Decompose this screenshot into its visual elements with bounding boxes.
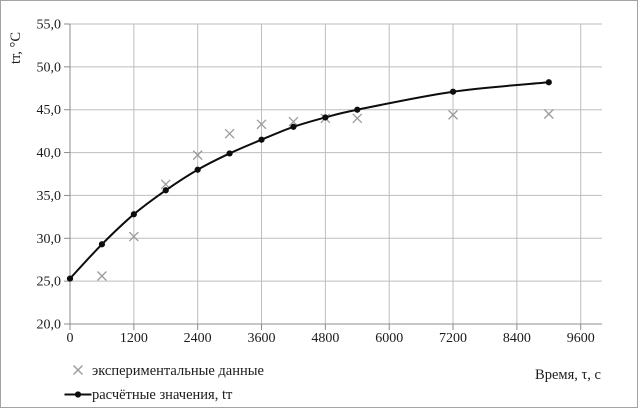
y-tick-label: 20,0 bbox=[37, 318, 62, 333]
calculated-point bbox=[98, 241, 106, 248]
x-tick-label: 2400 bbox=[184, 331, 212, 346]
experimental-point bbox=[96, 271, 107, 281]
y-tick-label: 35,0 bbox=[37, 189, 62, 204]
x-tick-label: 3600 bbox=[248, 331, 276, 346]
dot-marker-icon bbox=[74, 391, 82, 398]
y-tick-label: 25,0 bbox=[37, 275, 62, 290]
y-tick-label: 45,0 bbox=[37, 103, 62, 118]
x-tick-label: 7200 bbox=[439, 331, 467, 346]
legend-label-calculated: расчётные значения, tт bbox=[92, 387, 233, 403]
y-tick-label: 40,0 bbox=[37, 146, 62, 161]
calculated-point bbox=[130, 211, 137, 218]
calculated-point bbox=[258, 136, 265, 143]
experimental-point bbox=[543, 109, 554, 119]
calculated-point bbox=[290, 123, 297, 130]
calculated-point bbox=[162, 187, 169, 194]
y-tick-label: 30,0 bbox=[37, 232, 62, 247]
experimental-point bbox=[256, 119, 267, 130]
experimental-point bbox=[224, 128, 235, 139]
gridlines bbox=[69, 23, 602, 325]
x-tick-label: 0 bbox=[67, 331, 74, 346]
x-axis-title: Время, τ, с bbox=[535, 367, 601, 383]
y-tick-label: 50,0 bbox=[37, 60, 62, 75]
legend: экспериментальные данные расчётные значе… bbox=[64, 363, 264, 403]
legend-label-experimental: экспериментальные данные bbox=[92, 363, 264, 379]
calculated-point bbox=[66, 275, 74, 282]
calculated-point bbox=[545, 79, 552, 86]
calculated-point bbox=[194, 166, 201, 173]
x-marker-icon bbox=[73, 365, 83, 375]
experimental-point bbox=[128, 231, 139, 242]
experimental-point bbox=[448, 109, 458, 120]
tick-labels: 20,0 25,0 30,0 35,0 40,0 45,0 50,0 55,0 0 1200 240… bbox=[37, 18, 595, 347]
y-tick-label: 55,0 bbox=[37, 18, 62, 33]
calculated-point bbox=[354, 106, 361, 113]
axes bbox=[64, 23, 602, 330]
experimental-point bbox=[352, 113, 363, 124]
calculated-point bbox=[322, 114, 329, 121]
x-tick-label: 6000 bbox=[375, 331, 403, 346]
y-axis-title: tт, °C bbox=[8, 32, 24, 64]
experimental-point bbox=[288, 116, 299, 127]
experimental-point bbox=[192, 150, 203, 161]
x-tick-label: 9600 bbox=[567, 331, 595, 346]
x-tick-label: 1200 bbox=[120, 331, 148, 346]
x-tick-label: 8400 bbox=[503, 331, 531, 346]
calculated-point bbox=[226, 150, 233, 157]
series bbox=[66, 79, 554, 282]
x-tick-label: 4800 bbox=[311, 331, 339, 346]
calculated-point bbox=[449, 88, 457, 95]
